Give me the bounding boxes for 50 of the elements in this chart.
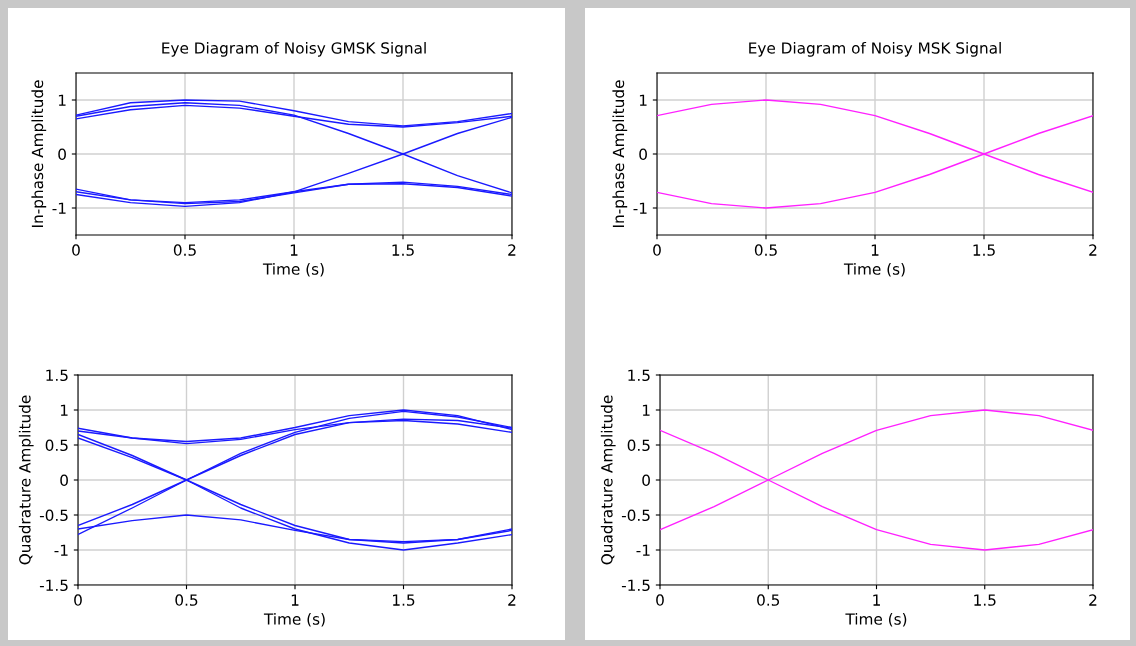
x-tick-label: 0 xyxy=(656,594,664,606)
y-tick-label: 1 xyxy=(58,94,66,106)
y-tick-label: -1.5 xyxy=(39,579,68,592)
x-axis-title: Time (s) xyxy=(843,262,905,277)
y-axis-title: In-phase Amplitude xyxy=(612,80,628,227)
x-tick-label: 1.5 xyxy=(973,244,995,256)
y-tick-label: -1 xyxy=(54,544,68,556)
y-tick-label: -0.5 xyxy=(621,509,650,522)
x-tick-label: 1.5 xyxy=(393,594,415,606)
y-tick-label: -1 xyxy=(633,202,647,214)
y-tick-label: 1 xyxy=(639,94,647,106)
y-tick-label: -0.5 xyxy=(39,509,68,522)
y-tick-label: 0.5 xyxy=(45,439,68,452)
y-tick-label: 1.5 xyxy=(46,369,68,382)
x-tick-label: 0.5 xyxy=(173,244,196,256)
chart-title: Eye Diagram of Noisy MSK Signal xyxy=(749,41,1001,57)
y-axis-title: Quadrature Amplitude xyxy=(18,395,34,565)
x-tick-label: 2 xyxy=(508,244,516,256)
y-tick-label: 1 xyxy=(642,404,650,416)
x-tick-label: 0 xyxy=(74,594,82,606)
x-tick-label: 1 xyxy=(871,244,879,256)
x-tick-label: 1 xyxy=(873,594,880,606)
x-tick-label: 0.5 xyxy=(757,594,780,606)
y-tick-label: 1.5 xyxy=(628,369,650,382)
y-axis-title: In-phase Amplitude xyxy=(31,80,47,227)
y-tick-label: 1 xyxy=(60,404,68,416)
y-tick-label: 0.5 xyxy=(627,439,650,452)
y-axis-title: Quadrature Amplitude xyxy=(600,395,616,565)
y-tick-label: -1.5 xyxy=(621,579,650,592)
x-tick-label: 0.5 xyxy=(754,244,777,256)
x-tick-label: 1.5 xyxy=(974,594,996,606)
x-tick-label: 2 xyxy=(1089,594,1097,606)
x-tick-label: 2 xyxy=(508,594,516,606)
x-axis-title: Time (s) xyxy=(263,612,325,627)
y-tick-label: 0 xyxy=(639,148,647,161)
x-tick-label: 2 xyxy=(1089,244,1097,256)
y-tick-label: -1 xyxy=(636,544,650,556)
x-tick-label: 1 xyxy=(291,594,299,606)
x-tick-label: 1.5 xyxy=(392,244,414,256)
y-tick-label: 0 xyxy=(642,474,650,487)
x-tick-label: 0.5 xyxy=(175,594,198,606)
x-tick-label: 0 xyxy=(72,244,80,256)
x-axis-title: Time (s) xyxy=(262,262,324,277)
x-tick-label: 1 xyxy=(290,244,298,256)
y-tick-label: 0 xyxy=(60,474,68,487)
y-tick-label: -1 xyxy=(52,202,66,214)
chart-title: Eye Diagram of Noisy GMSK Signal xyxy=(162,41,426,57)
y-tick-label: 0 xyxy=(58,148,66,161)
x-tick-label: 0 xyxy=(653,244,661,256)
x-axis-title: Time (s) xyxy=(845,612,907,627)
